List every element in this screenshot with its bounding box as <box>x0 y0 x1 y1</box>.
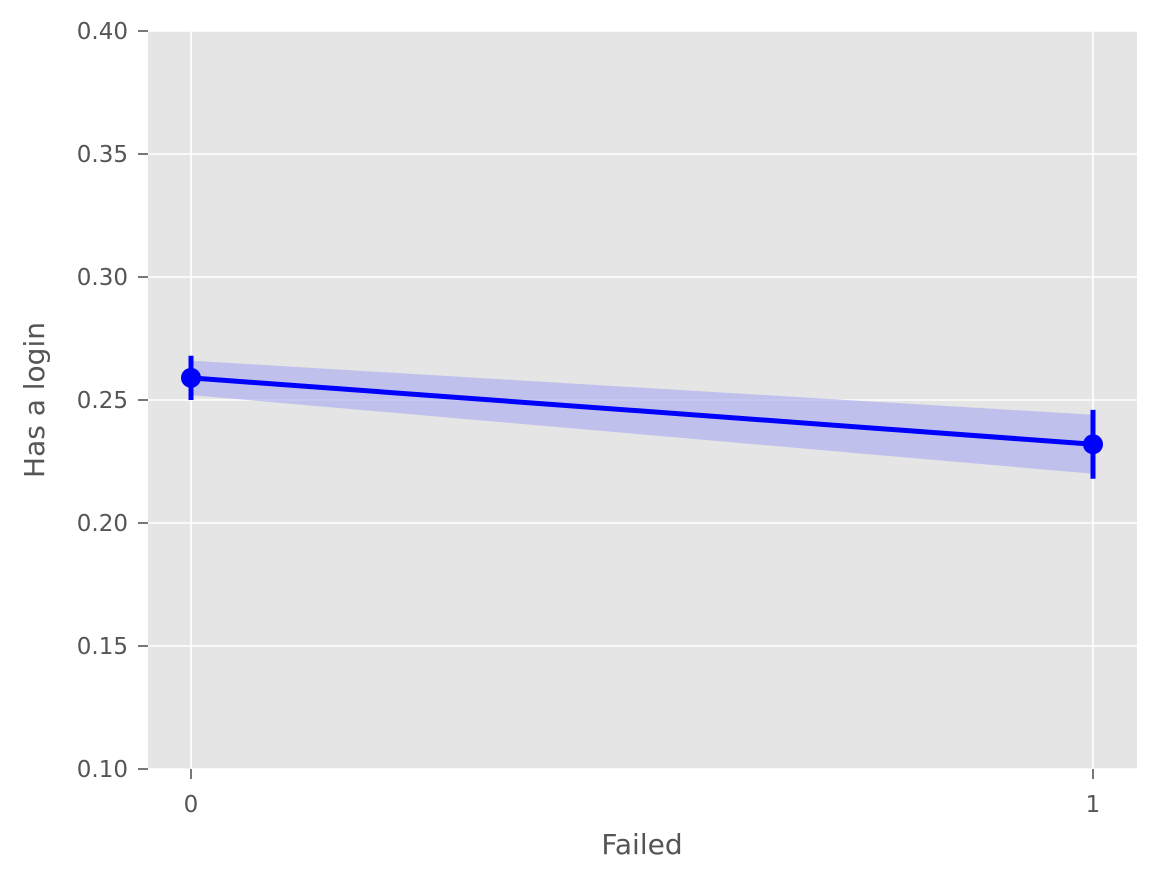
confidence-band <box>191 360 1093 474</box>
y-axis-label: Has a login <box>18 322 51 478</box>
y-tick-label: 0.30 <box>77 265 128 291</box>
x-axis-label: Failed <box>601 828 682 861</box>
data-points <box>181 367 1103 455</box>
x-tick-label: 1 <box>1086 792 1101 818</box>
y-tick-label: 0.15 <box>77 634 128 660</box>
x-tick-label: 0 <box>184 792 199 818</box>
y-tick-label: 0.10 <box>77 757 128 783</box>
data-point <box>181 367 201 388</box>
series-line <box>188 375 1096 447</box>
series-lines <box>188 375 1096 447</box>
y-tick-label: 0.40 <box>77 19 128 45</box>
y-tick-label: 0.20 <box>77 511 128 537</box>
confidence-bands <box>191 360 1093 474</box>
y-tick-label: 0.25 <box>77 388 128 414</box>
data-point <box>1083 434 1103 455</box>
y-axis-ticks: 0.10 0.15 0.20 0.25 0.30 0.35 0.40 <box>77 19 148 783</box>
y-tick-label: 0.35 <box>77 142 128 168</box>
